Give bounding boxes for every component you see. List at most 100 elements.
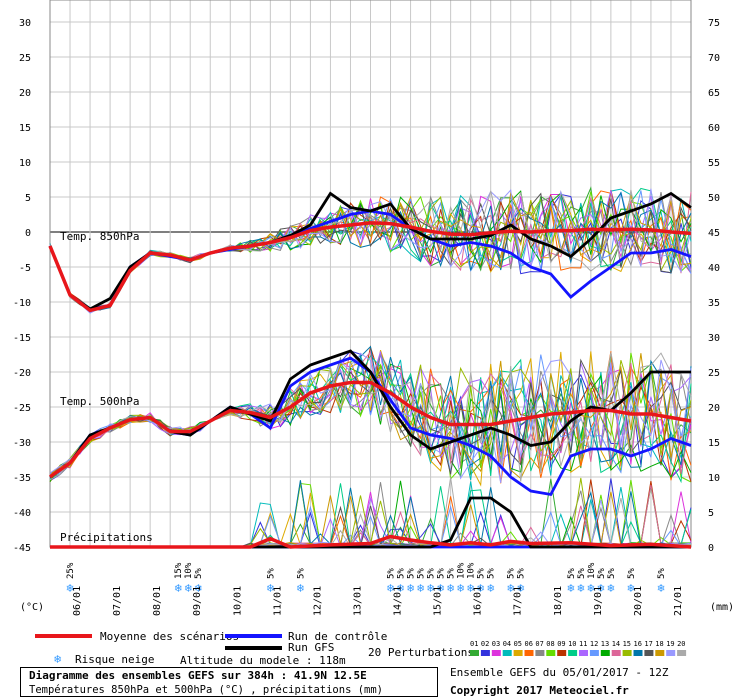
- x-tick-label: 08/01: [152, 586, 163, 616]
- legend-mean: Moyenne des scénarios: [100, 630, 239, 643]
- snowflake-icon: ❄: [437, 581, 444, 595]
- x-tick-label: 07/01: [112, 586, 123, 616]
- right-tick-label: 30: [708, 333, 720, 344]
- left-tick-label: -40: [13, 508, 31, 519]
- perturbation-number: 08: [546, 640, 554, 648]
- right-tick-label: 60: [708, 123, 720, 134]
- perturbation-line-850: [49, 189, 692, 312]
- right-tick-label: 35: [708, 298, 720, 309]
- mean-line-precip: [50, 534, 692, 549]
- x-tick-label: 18/01: [553, 586, 564, 616]
- x-tick-label: 13/01: [352, 586, 363, 616]
- snow-risk-pct: 5%: [657, 568, 667, 579]
- main-series-lines: [48, 191, 692, 549]
- snowflake-icon: ❄: [447, 581, 454, 595]
- left-tick-label: -20: [13, 368, 31, 379]
- snow-risk-pct: 5%: [607, 568, 617, 579]
- perturbation-swatch: [491, 650, 501, 656]
- snow-risk-pct: 10%: [467, 562, 477, 579]
- right-tick-label: 10: [708, 473, 720, 484]
- legend-control: Run de contrôle: [288, 630, 387, 643]
- snowflake-icon: ❄: [397, 581, 404, 595]
- snow-risk-pct: 5%: [447, 568, 457, 579]
- x-tick-label: 09/01: [192, 586, 203, 616]
- perturbation-number: 19: [666, 640, 674, 648]
- snow-risk-pct: 5%: [517, 568, 527, 579]
- snow-risk-pct: 5%: [296, 568, 306, 579]
- perturbation-swatch: [535, 650, 545, 656]
- x-axis-labels: 06/01 07/01 08/01 09/01 10/01 11/01 12/01 13/01…: [72, 586, 684, 616]
- snowflake-icon: ❄: [577, 581, 584, 595]
- perturbation-color-key: 01 02 03 04 05 06 07 08 09 10 11 12 13 14 15 16 17 18 19 20: [470, 640, 687, 656]
- x-tick-label: 17/01: [513, 586, 524, 616]
- snow-risk-pct: 5%: [597, 568, 607, 579]
- snow-risk-pct: 5%: [477, 568, 487, 579]
- snowflake-icon: ❄: [417, 581, 424, 595]
- footer-subtitle: Températures 850hPa et 500hPa (°C) , pré…: [29, 684, 384, 696]
- x-tick-label: 11/01: [272, 586, 283, 616]
- mean-line-500: [48, 380, 692, 479]
- right-tick-label: 25: [708, 368, 720, 379]
- right-tick-label: 45: [708, 228, 720, 239]
- perturbation-number: 04: [503, 640, 511, 648]
- label-t500: Temp. 500hPa: [60, 395, 139, 408]
- left-tick-label: 15: [19, 123, 31, 134]
- perturbation-swatch: [546, 650, 556, 656]
- footer-title: Diagramme des ensembles GEFS sur 384h : …: [29, 669, 367, 682]
- snowflake-icon: ❄: [457, 581, 464, 595]
- snowflake-icon: ❄: [467, 581, 474, 595]
- perturbation-swatch: [644, 650, 654, 656]
- perturbation-number: 18: [655, 640, 663, 648]
- snowflake-icon: ❄: [607, 581, 614, 595]
- x-tick-label: 10/01: [232, 586, 243, 616]
- left-tick-label: -15: [13, 333, 31, 344]
- snowflake-icon: ❄: [517, 581, 524, 595]
- perturbation-swatch: [513, 650, 523, 656]
- snowflake-icon: ❄: [597, 581, 604, 595]
- snow-risk-pct: 10%: [587, 562, 597, 579]
- perturbation-swatch: [633, 650, 643, 656]
- left-tick-label: 20: [19, 88, 31, 99]
- left-axis-unit: (°C): [20, 602, 44, 613]
- snowflake-icon: ❄: [587, 581, 594, 595]
- perturbation-swatch: [579, 650, 588, 656]
- perturbation-number: 17: [644, 640, 652, 648]
- right-tick-label: 50: [708, 193, 720, 204]
- mean-line-850: [48, 221, 692, 313]
- right-axis-unit: (mm): [710, 602, 734, 613]
- left-tick-label: -5: [19, 263, 31, 274]
- perturbation-number: 01: [470, 640, 478, 648]
- right-tick-label: 55: [708, 158, 720, 169]
- snowflake-icon: ❄: [507, 581, 514, 595]
- snow-risk-pct: 5%: [427, 568, 437, 579]
- perturbation-swatch: [600, 650, 610, 656]
- perturbation-swatch: [557, 650, 567, 656]
- snowflake-icon: ❄: [387, 581, 394, 595]
- perturbation-number: 02: [481, 640, 489, 648]
- perturbation-swatch: [502, 650, 512, 656]
- x-tick-label: 15/01: [433, 586, 444, 616]
- x-tick-label: 19/01: [593, 586, 604, 616]
- perturbation-swatch: [524, 650, 534, 656]
- perturbation-number: 06: [525, 640, 533, 648]
- right-tick-label: 65: [708, 88, 720, 99]
- perturbation-number: 13: [601, 640, 609, 648]
- snowflake-icon: ❄: [407, 581, 414, 595]
- legend-gfs: Run GFS: [288, 641, 334, 654]
- snowflake-icon: ❄: [267, 581, 274, 595]
- snow-risk-pct: 15%: [174, 562, 184, 579]
- perturbation-swatch: [589, 650, 599, 656]
- x-tick-label: 14/01: [393, 586, 404, 616]
- right-tick-label: 20: [708, 403, 720, 414]
- legend-perturbations: 20 Perturbations: [368, 646, 474, 659]
- legend: Moyenne des scénarios Run de contrôle Ru…: [35, 630, 687, 667]
- x-tick-label: 21/01: [673, 586, 684, 616]
- snowflake-icon: ❄: [66, 581, 73, 595]
- left-tick-label: 5: [25, 193, 31, 204]
- chart-grid: [49, 0, 692, 548]
- snow-risk-row: 25%❄15%❄10%❄5%❄5%❄5%❄5%❄5%❄5%❄5%❄5%❄5%❄5…: [66, 562, 667, 595]
- perturbation-number: 03: [492, 640, 500, 648]
- footer-run: Ensemble GEFS du 05/01/2017 - 12Z: [450, 666, 669, 679]
